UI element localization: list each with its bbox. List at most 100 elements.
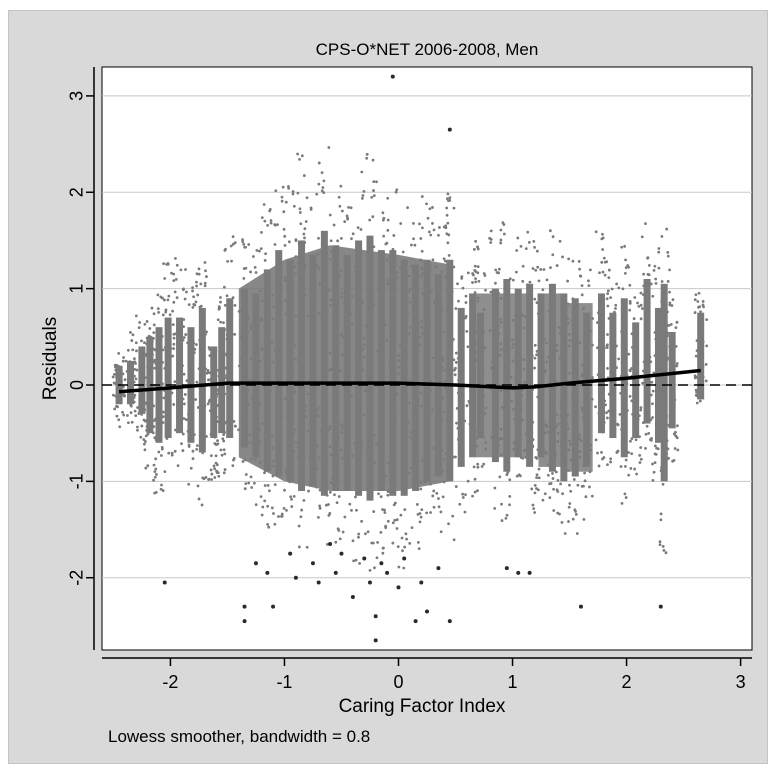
data-point xyxy=(508,478,512,482)
data-point xyxy=(152,425,156,428)
outlier-point xyxy=(367,580,372,585)
data-point xyxy=(606,333,609,336)
data-point xyxy=(658,540,662,544)
data-point xyxy=(135,349,138,353)
data-point xyxy=(654,277,658,281)
data-point xyxy=(649,438,652,442)
data-point xyxy=(404,532,408,536)
data-point xyxy=(128,384,132,388)
data-point xyxy=(281,185,285,189)
data-point xyxy=(244,473,248,476)
data-point xyxy=(223,430,227,434)
data-point xyxy=(197,367,201,371)
data-point xyxy=(150,306,154,310)
data-point xyxy=(532,239,536,243)
data-point xyxy=(174,257,177,260)
data-point xyxy=(292,494,296,498)
data-point xyxy=(596,346,599,350)
data-point xyxy=(231,242,235,246)
data-point xyxy=(186,429,190,433)
data-point xyxy=(676,424,679,428)
data-point xyxy=(170,391,174,395)
data-point xyxy=(698,399,702,403)
data-point xyxy=(143,448,147,452)
data-point xyxy=(229,244,233,248)
data-point xyxy=(298,211,302,214)
data-point xyxy=(473,477,477,481)
data-point xyxy=(384,526,388,530)
data-point xyxy=(172,336,176,340)
data-point xyxy=(456,391,460,395)
lowess-line xyxy=(118,368,701,394)
data-point xyxy=(181,449,185,452)
data-point xyxy=(472,247,476,251)
data-point xyxy=(134,314,138,318)
data-point xyxy=(620,330,623,333)
data-point xyxy=(465,404,469,408)
outlier-point xyxy=(436,566,441,571)
data-point xyxy=(454,307,458,310)
data-point xyxy=(624,437,627,441)
data-point xyxy=(551,235,555,239)
data-point xyxy=(181,338,185,342)
data-point xyxy=(300,508,304,512)
data-point xyxy=(646,312,650,316)
data-point xyxy=(516,236,520,240)
data-point xyxy=(133,393,137,397)
data-point xyxy=(624,258,627,262)
data-point xyxy=(456,438,460,442)
data-point xyxy=(253,481,256,485)
data-point xyxy=(668,303,672,307)
data-point xyxy=(332,223,336,227)
data-point xyxy=(607,409,611,413)
data-point xyxy=(136,406,139,409)
data-point xyxy=(662,548,666,552)
data-point xyxy=(644,432,648,436)
data-point xyxy=(152,331,156,335)
data-point xyxy=(192,341,196,345)
data-point xyxy=(175,394,179,398)
outlier-point xyxy=(658,604,663,609)
data-point xyxy=(599,325,603,328)
data-point xyxy=(408,541,412,545)
point-mass xyxy=(538,293,567,467)
data-point xyxy=(195,444,199,447)
data-point xyxy=(322,243,325,247)
y-tick-label: -1 xyxy=(67,473,87,489)
data-point xyxy=(391,521,395,525)
data-point xyxy=(268,489,271,493)
data-point xyxy=(455,421,458,425)
data-point xyxy=(437,233,440,237)
data-point xyxy=(247,481,251,485)
data-point xyxy=(651,462,654,466)
data-point xyxy=(155,473,158,476)
data-point xyxy=(505,513,509,517)
data-point xyxy=(499,241,503,245)
data-point xyxy=(401,250,405,254)
data-point xyxy=(172,342,176,346)
data-point xyxy=(535,353,539,357)
data-point xyxy=(112,381,116,385)
data-point xyxy=(150,392,154,396)
data-point xyxy=(674,345,678,348)
data-point xyxy=(148,327,152,330)
data-point xyxy=(121,359,125,363)
data-point xyxy=(221,437,225,441)
data-point xyxy=(580,284,584,288)
data-point xyxy=(338,537,342,541)
outlier-point xyxy=(293,575,298,580)
data-point xyxy=(215,471,219,475)
data-point xyxy=(675,320,679,324)
data-point xyxy=(533,297,537,301)
data-point xyxy=(298,157,301,161)
data-point xyxy=(247,243,251,246)
data-point xyxy=(621,287,625,291)
data-point xyxy=(115,375,119,379)
data-point xyxy=(554,470,558,474)
data-point xyxy=(654,452,658,456)
data-point xyxy=(623,244,627,248)
data-point xyxy=(428,207,432,211)
data-point xyxy=(660,280,664,283)
data-point xyxy=(456,282,459,286)
data-point xyxy=(200,344,204,348)
